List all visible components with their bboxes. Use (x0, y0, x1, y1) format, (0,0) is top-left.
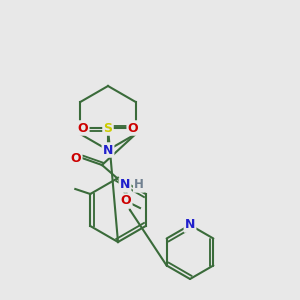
Text: H: H (134, 178, 144, 191)
Text: O: O (78, 122, 88, 134)
Text: N: N (120, 178, 130, 191)
Text: O: O (71, 152, 81, 164)
Text: N: N (185, 218, 195, 232)
Text: O: O (121, 194, 131, 208)
Text: N: N (103, 143, 113, 157)
Text: S: S (103, 122, 112, 134)
Text: O: O (128, 122, 138, 134)
